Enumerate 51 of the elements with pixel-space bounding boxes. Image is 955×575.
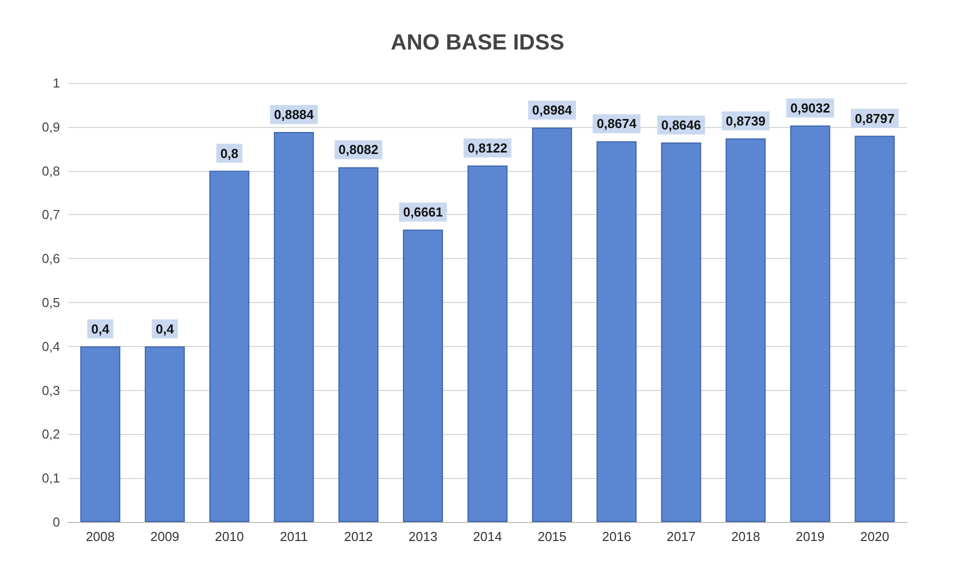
chart-title: ANO BASE IDSS <box>390 30 564 54</box>
data-label: 0,8884 <box>274 106 315 122</box>
bar <box>402 230 443 522</box>
bar <box>854 136 895 522</box>
bar <box>274 132 314 522</box>
x-tick-label: 2008 <box>86 529 115 544</box>
y-tick-label: 0,2 <box>42 426 60 442</box>
x-tick-label: 2020 <box>860 529 890 544</box>
y-tick-label: 0,6 <box>42 251 60 266</box>
data-label: 0,8122 <box>468 140 508 156</box>
data-label: 0,4 <box>156 321 175 336</box>
y-tick-label: 0,3 <box>42 382 60 398</box>
y-tick-label: 0,8 <box>42 163 60 178</box>
x-tick-label: 2010 <box>214 529 244 544</box>
bar <box>209 170 250 522</box>
data-label: 0,8082 <box>338 142 378 158</box>
bar <box>80 346 120 522</box>
y-tick-label: 0,1 <box>42 470 60 486</box>
data-label: 0,8674 <box>596 116 638 132</box>
y-tick-label: 0,9 <box>42 119 60 134</box>
bar <box>144 346 185 522</box>
y-tick-label: 0 <box>52 514 60 530</box>
data-label: 0,6661 <box>403 204 443 220</box>
y-tick-label: 0,5 <box>42 295 60 310</box>
bar <box>726 138 766 522</box>
bar <box>790 125 830 522</box>
x-tick-label: 2016 <box>602 529 632 544</box>
data-label: 0,8797 <box>854 110 895 126</box>
bar <box>596 141 637 522</box>
data-label: 0,9032 <box>790 100 830 116</box>
x-tick-label: 2018 <box>731 529 760 544</box>
x-tick-label: 2019 <box>796 529 825 544</box>
y-tick-label: 0,4 <box>42 338 60 354</box>
x-tick-label: 2009 <box>150 529 180 544</box>
bar <box>661 142 702 522</box>
x-tick-label: 2011 <box>280 529 308 544</box>
x-tick-label: 2012 <box>344 529 373 544</box>
bar <box>532 128 572 522</box>
data-label: 0,8739 <box>726 113 766 128</box>
bar <box>467 165 508 522</box>
data-label: 0,8646 <box>661 117 701 132</box>
x-tick-label: 2013 <box>408 529 438 544</box>
bar <box>338 167 378 522</box>
y-tick-label: 1 <box>52 76 60 90</box>
x-tick-label: 2017 <box>666 529 696 544</box>
data-label: 0,8 <box>220 146 238 161</box>
data-label: 0,4 <box>91 321 110 336</box>
data-label: 0,8984 <box>532 102 573 118</box>
x-tick-label: 2015 <box>538 529 566 544</box>
x-tick-label: 2014 <box>473 529 502 544</box>
y-tick-label: 0,7 <box>42 207 60 222</box>
